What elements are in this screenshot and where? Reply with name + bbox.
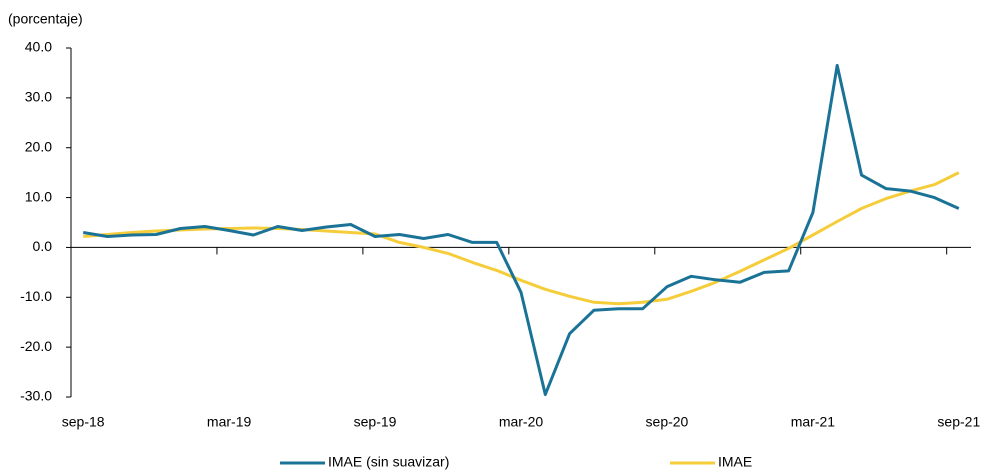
y-tick-label: -20.0	[20, 338, 52, 354]
x-tick-label: mar-20	[499, 414, 544, 430]
series-line	[82, 63, 960, 396]
y-axis-label: (porcentaje)	[8, 11, 83, 27]
x-tick-label: sep-20	[646, 414, 689, 430]
y-tick-label: -10.0	[20, 288, 52, 304]
y-tick-label: 20.0	[25, 138, 52, 154]
y-tick-label: 0.0	[33, 238, 53, 254]
series-line	[83, 171, 960, 306]
y-tick-label: -30.0	[20, 388, 52, 404]
x-tick-label: sep-21	[937, 414, 980, 430]
y-tick-label: 10.0	[25, 188, 52, 204]
y-tick-label: 30.0	[25, 89, 52, 105]
x-tick-label: mar-19	[207, 414, 252, 430]
x-tick-label: mar-21	[791, 414, 836, 430]
x-tick-label: sep-18	[62, 414, 105, 430]
x-tick-label: sep-19	[354, 414, 397, 430]
y-tick-label: 40.0	[25, 39, 52, 55]
legend-label: IMAE	[718, 454, 752, 470]
legend-label: IMAE (sin suavizar)	[328, 454, 449, 470]
